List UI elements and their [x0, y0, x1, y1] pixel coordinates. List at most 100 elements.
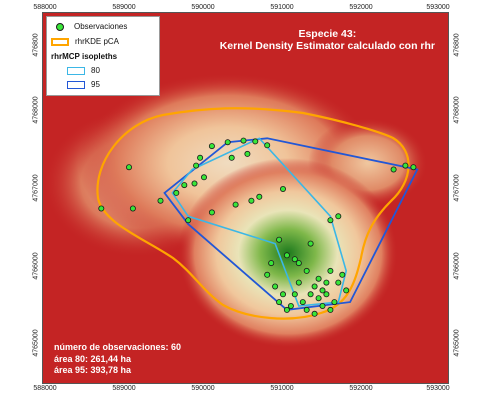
kde-outline-icon — [51, 37, 69, 46]
y-tick-left-4767000: 4767000 — [32, 174, 40, 202]
y-tick-right-4765000: 4765000 — [453, 329, 461, 357]
observation-point — [264, 142, 271, 149]
y-tick-left-4768000: 4768000 — [32, 96, 40, 124]
observation-point — [240, 137, 247, 144]
stat-area95: área 95: 393,78 ha — [54, 365, 132, 375]
observation-point — [193, 162, 200, 169]
legend-row-kde: rhrKDE pCA — [51, 37, 119, 46]
observation-point — [268, 260, 275, 267]
y-tick-left-top: 476800 — [32, 33, 40, 57]
observation-point — [173, 189, 180, 196]
observation-point — [291, 291, 298, 298]
observation-point — [157, 197, 164, 204]
observation-point — [185, 217, 192, 224]
observation-point — [283, 306, 290, 313]
mcp95-outline-icon — [67, 80, 85, 89]
observation-point — [307, 240, 314, 247]
observation-point — [252, 138, 259, 145]
observation-point — [315, 295, 322, 302]
legend-heading-mcp: rhrMCP isopleths — [51, 52, 118, 61]
observation-points — [98, 137, 417, 317]
observation-point — [319, 287, 326, 294]
observation-point — [248, 197, 255, 204]
legend-label-kde: rhrKDE pCA — [75, 37, 120, 46]
stat-observations: número de observaciones: 60 — [54, 342, 182, 352]
legend-label-mcp95: 95 — [91, 80, 100, 89]
observation-point — [244, 150, 251, 157]
map-legend: Observaciones rhrKDE pCA rhrMCP isopleth… — [46, 16, 160, 96]
observation-point — [295, 279, 302, 286]
observation-point — [208, 143, 215, 150]
x-tick-bottom-588000: 588000 — [33, 385, 57, 392]
observation-point — [303, 306, 310, 313]
observation-point — [200, 174, 207, 181]
observation-point — [402, 162, 409, 169]
y-tick-right-4766000: 4766000 — [453, 252, 461, 280]
map-canvas — [43, 13, 448, 383]
observation-point — [311, 310, 318, 317]
legend-row-mcp95: 95 — [51, 80, 100, 89]
observation-point — [335, 279, 342, 286]
observation-point — [323, 291, 330, 298]
observation-point — [327, 217, 334, 224]
observation-point — [335, 213, 342, 220]
x-tick-top-591000: 591000 — [270, 4, 294, 11]
observation-point — [129, 205, 136, 212]
map-frame — [42, 12, 449, 384]
observation-point — [339, 271, 346, 278]
map-title-line2: Kernel Density Estimator calculado con r… — [219, 40, 435, 52]
observation-point — [272, 283, 279, 290]
kde-outline — [96, 107, 410, 320]
observation-point — [307, 291, 314, 298]
observation-point — [98, 205, 105, 212]
observation-point — [327, 267, 334, 274]
observation-point — [327, 306, 334, 313]
observation-point — [323, 279, 330, 286]
x-tick-top-593000: 593000 — [426, 4, 450, 11]
observation-point — [315, 275, 322, 282]
y-tick-right-4767000: 4767000 — [453, 174, 461, 202]
observation-point — [390, 166, 397, 173]
legend-label-observaciones: Observaciones — [74, 22, 128, 31]
observation-point — [279, 185, 286, 192]
x-tick-bottom-590000: 590000 — [191, 385, 215, 392]
observation-point — [181, 182, 188, 189]
observation-point — [295, 260, 302, 267]
x-tick-bottom-591000: 591000 — [270, 385, 294, 392]
observation-point — [276, 236, 283, 243]
x-tick-bottom-593000: 593000 — [426, 385, 450, 392]
observation-point — [331, 299, 338, 306]
observation-point — [319, 302, 326, 309]
observation-point — [299, 299, 306, 306]
y-tick-left-4765000: 4765000 — [32, 329, 40, 357]
map-title-line1: Especie 43: — [298, 28, 357, 40]
observation-point — [264, 271, 271, 278]
legend-label-mcp80: 80 — [91, 66, 100, 75]
stat-area80: área 80: 261,44 ha — [54, 353, 132, 364]
observation-point — [191, 180, 198, 187]
observation-point — [287, 302, 294, 309]
y-tick-right-top: 476800 — [453, 33, 461, 57]
observation-point — [232, 201, 239, 208]
legend-row-mcp80: 80 — [51, 66, 100, 75]
y-tick-right-4768000: 4768000 — [453, 96, 461, 124]
mcp80-outline-icon — [67, 66, 85, 75]
stats-block: número de observaciones: 60 área 80: 261… — [54, 342, 181, 377]
observation-point — [276, 299, 283, 306]
observation-point — [126, 164, 133, 171]
observation-point — [197, 154, 204, 161]
observation-point — [311, 283, 318, 290]
mcp95-polygon — [163, 137, 419, 311]
observation-point — [256, 193, 263, 200]
x-tick-top-592000: 592000 — [349, 4, 373, 11]
mcp80-polygon — [171, 137, 348, 307]
legend-row-observaciones: Observaciones — [51, 22, 127, 31]
observation-point — [228, 154, 235, 161]
observation-point-icon — [56, 22, 64, 31]
x-tick-bottom-592000: 592000 — [349, 385, 373, 392]
x-tick-top-588000: 588000 — [33, 4, 57, 11]
observation-point — [208, 209, 215, 216]
observation-point — [279, 291, 286, 298]
observation-point — [283, 252, 290, 259]
x-tick-top-590000: 590000 — [191, 4, 215, 11]
